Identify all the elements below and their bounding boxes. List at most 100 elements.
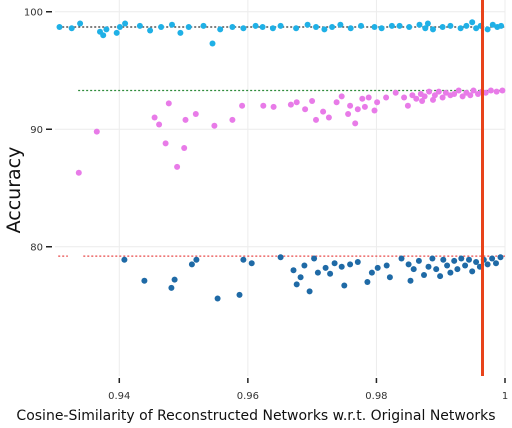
data-point bbox=[156, 121, 163, 128]
data-point bbox=[147, 27, 154, 34]
data-point bbox=[214, 295, 221, 302]
data-point bbox=[293, 281, 300, 288]
data-point bbox=[426, 88, 433, 95]
data-point bbox=[469, 268, 476, 275]
data-point bbox=[151, 114, 158, 121]
data-point bbox=[409, 92, 416, 99]
data-point bbox=[168, 284, 175, 291]
data-point bbox=[320, 108, 327, 115]
data-point bbox=[442, 89, 449, 96]
data-point bbox=[209, 40, 216, 47]
data-point bbox=[469, 19, 476, 26]
data-point bbox=[68, 25, 75, 32]
y-tick-label: 80 bbox=[30, 242, 43, 253]
data-point bbox=[77, 20, 84, 27]
data-point bbox=[401, 94, 408, 101]
x-axis-title: Cosine-Similarity of Reconstructed Netwo… bbox=[16, 408, 495, 424]
data-point bbox=[211, 122, 218, 129]
data-point bbox=[415, 257, 422, 264]
data-point bbox=[458, 255, 465, 262]
data-point bbox=[252, 22, 259, 29]
data-point bbox=[185, 24, 192, 30]
data-point bbox=[93, 128, 100, 135]
data-point bbox=[388, 22, 395, 29]
data-point bbox=[398, 255, 405, 262]
data-point bbox=[171, 276, 178, 283]
data-point bbox=[374, 99, 381, 106]
data-point bbox=[419, 98, 426, 104]
data-point bbox=[345, 111, 352, 117]
axis-ticks: 0.94 0.96 0.98 1 80 90 100 bbox=[24, 7, 508, 402]
data-point bbox=[302, 106, 309, 113]
data-point bbox=[416, 21, 423, 28]
data-point bbox=[489, 21, 496, 28]
data-point bbox=[313, 116, 319, 123]
data-point bbox=[304, 21, 311, 28]
data-point bbox=[354, 106, 361, 113]
data-point bbox=[406, 24, 413, 30]
data-point bbox=[136, 22, 143, 29]
data-point bbox=[301, 262, 308, 269]
data-point bbox=[103, 26, 110, 33]
data-point bbox=[433, 266, 440, 273]
data-point bbox=[327, 270, 334, 277]
data-point bbox=[358, 22, 364, 29]
data-point bbox=[482, 89, 489, 96]
data-point bbox=[365, 94, 372, 101]
data-point bbox=[422, 25, 429, 32]
data-point bbox=[437, 273, 444, 280]
data-point bbox=[396, 22, 403, 29]
data-point bbox=[287, 101, 294, 108]
data-point bbox=[314, 269, 321, 276]
data-point bbox=[269, 25, 276, 32]
data-point bbox=[116, 24, 123, 30]
data-point bbox=[484, 26, 491, 33]
data-point bbox=[459, 93, 466, 100]
data-point bbox=[158, 24, 165, 30]
x-tick-label: 0.94 bbox=[108, 391, 130, 402]
data-point bbox=[371, 107, 378, 114]
data-point bbox=[56, 24, 63, 30]
data-point bbox=[421, 93, 428, 100]
data-point bbox=[188, 261, 195, 268]
data-point bbox=[248, 260, 255, 267]
x-tick-label: 1 bbox=[502, 391, 508, 402]
data-point bbox=[306, 288, 313, 295]
data-point bbox=[473, 25, 480, 32]
data-point bbox=[386, 274, 393, 281]
data-point bbox=[122, 20, 129, 27]
y-tick-label: 90 bbox=[30, 125, 43, 136]
x-tick-label: 0.98 bbox=[365, 391, 387, 402]
data-point bbox=[341, 282, 348, 289]
data-point bbox=[193, 256, 200, 263]
data-point bbox=[451, 257, 458, 264]
data-point bbox=[374, 264, 381, 271]
data-point bbox=[413, 95, 420, 102]
data-point bbox=[239, 102, 246, 109]
data-point bbox=[498, 22, 505, 29]
data-point bbox=[347, 102, 354, 109]
data-point bbox=[347, 261, 354, 268]
data-point bbox=[322, 264, 329, 271]
data-point bbox=[462, 262, 469, 269]
data-point bbox=[493, 88, 500, 95]
data-point bbox=[473, 259, 480, 265]
data-point bbox=[463, 22, 470, 29]
data-point bbox=[229, 116, 236, 123]
data-point bbox=[329, 24, 336, 30]
grid bbox=[55, 0, 506, 376]
data-point bbox=[392, 89, 399, 96]
data-point bbox=[499, 87, 506, 94]
data-point bbox=[405, 261, 412, 268]
data-point bbox=[435, 88, 442, 95]
data-point bbox=[75, 169, 82, 176]
data-point bbox=[229, 24, 236, 30]
data-point bbox=[347, 25, 354, 32]
data-point bbox=[368, 269, 375, 276]
data-point bbox=[487, 87, 494, 94]
data-point bbox=[455, 87, 462, 94]
data-point bbox=[260, 102, 267, 109]
data-point bbox=[270, 103, 277, 110]
data-point bbox=[410, 266, 417, 273]
